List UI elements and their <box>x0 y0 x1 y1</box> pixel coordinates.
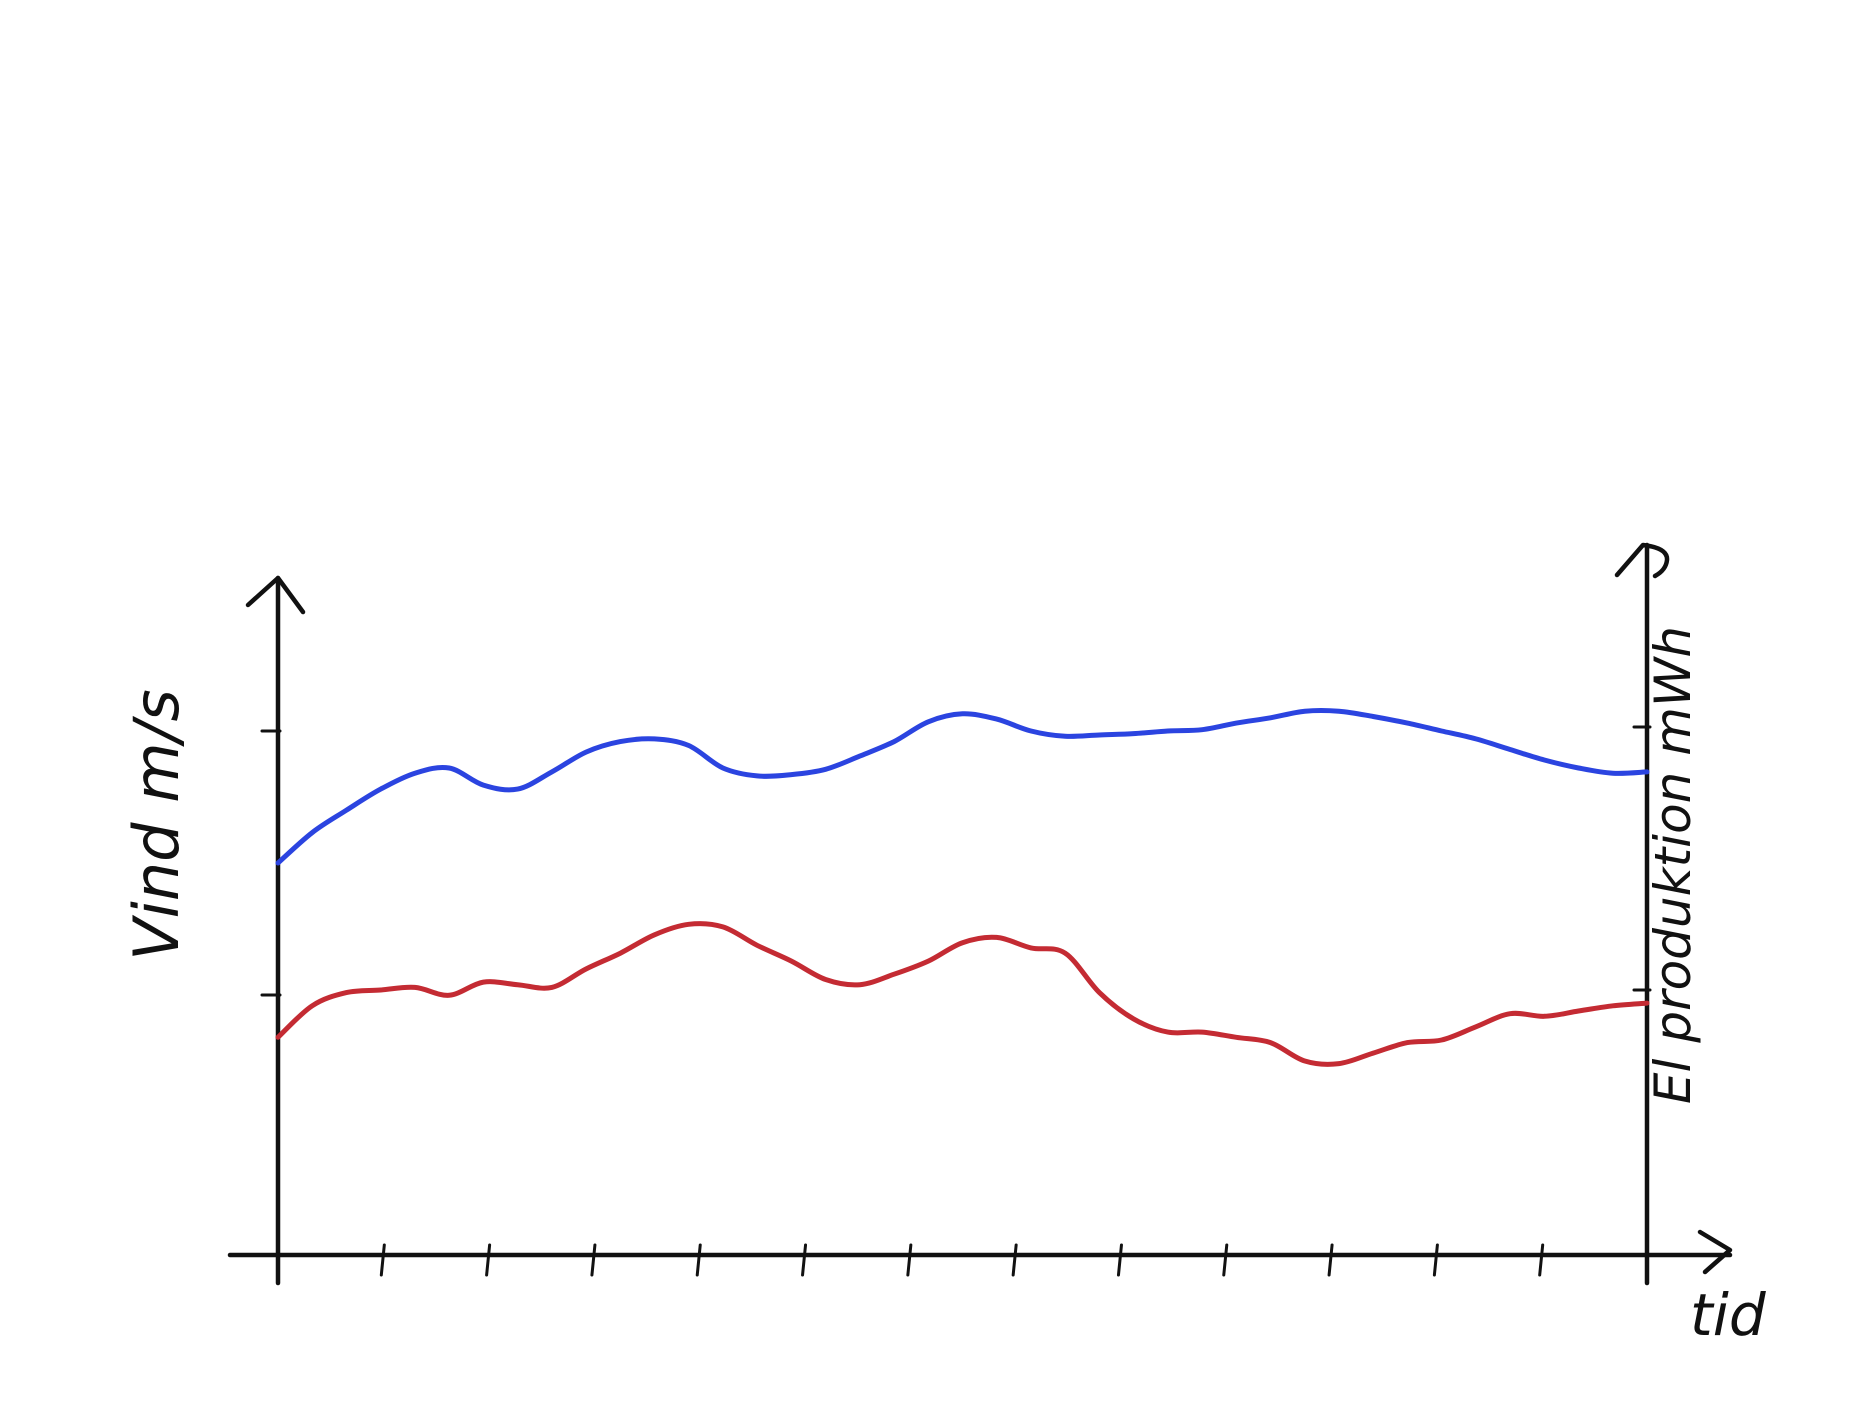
x-tick <box>379 1243 386 1277</box>
left-y-axis-arrow <box>245 575 306 615</box>
axes <box>227 542 1733 1286</box>
x-tick <box>1222 1243 1229 1277</box>
right-y-axis-arrow <box>1614 542 1670 579</box>
x-tick <box>695 1243 702 1277</box>
x-tick <box>485 1243 492 1277</box>
x-tick <box>906 1243 913 1277</box>
x-axis-arrow <box>1697 1229 1733 1275</box>
x-tick <box>1011 1243 1018 1277</box>
right-axis-label: El produktion mWh <box>1644 626 1702 1104</box>
x-ticks <box>379 1243 1545 1277</box>
labels: Vind m/s El produktion mWh tid <box>120 626 1767 1349</box>
x-tick <box>801 1243 808 1277</box>
x-tick <box>590 1243 597 1277</box>
x-tick <box>1432 1243 1439 1277</box>
series-layer <box>275 707 1650 1067</box>
power-series-line <box>275 921 1650 1067</box>
left-axis-label: Vind m/s <box>120 689 193 961</box>
wind-series-line <box>275 707 1650 866</box>
x-tick <box>1538 1243 1545 1277</box>
x-tick <box>1327 1243 1334 1277</box>
x-tick <box>1116 1243 1123 1277</box>
x-axis-label: tid <box>1690 1281 1767 1349</box>
